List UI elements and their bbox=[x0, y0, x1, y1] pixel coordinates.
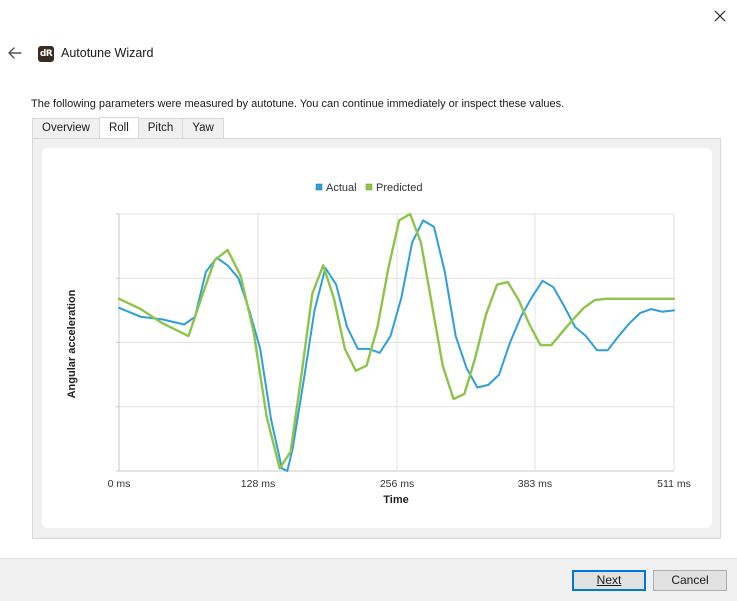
close-icon bbox=[714, 10, 726, 22]
back-button[interactable] bbox=[5, 43, 25, 63]
series-line-actual bbox=[118, 219, 675, 472]
tab-bar: Overview Roll Pitch Yaw bbox=[32, 117, 224, 138]
app-logo: dR bbox=[38, 46, 54, 62]
close-button[interactable] bbox=[708, 4, 732, 28]
x-tick-label: 383 ms bbox=[518, 478, 552, 490]
legend-swatch-actual bbox=[315, 183, 323, 191]
next-button-label: Next bbox=[596, 573, 622, 587]
tab-pitch[interactable]: Pitch bbox=[137, 118, 184, 138]
tab-roll[interactable]: Roll bbox=[98, 117, 139, 138]
tab-yaw[interactable]: Yaw bbox=[182, 118, 224, 138]
legend-label-predicted: Predicted bbox=[376, 182, 422, 194]
next-button[interactable]: Next bbox=[572, 570, 646, 591]
tab-overview[interactable]: Overview bbox=[32, 118, 100, 138]
legend-swatch-predicted bbox=[365, 183, 373, 191]
intro-text: The following parameters were measured b… bbox=[31, 98, 565, 110]
arrow-left-icon bbox=[8, 47, 22, 59]
x-tick-label: 0 ms bbox=[108, 478, 131, 490]
window-title: Autotune Wizard bbox=[61, 46, 154, 60]
cancel-button[interactable]: Cancel bbox=[653, 570, 727, 591]
x-tick-label: 511 ms bbox=[657, 478, 691, 490]
x-tick-label: 128 ms bbox=[241, 478, 275, 490]
chart-card: Actual Predicted 0 ms 128 ms 256 ms 383 ms 5… bbox=[42, 148, 712, 528]
chart-legend: Actual Predicted bbox=[315, 182, 422, 194]
dialog-footer: Next Cancel bbox=[0, 558, 737, 601]
y-axis-label: Angular acceleration bbox=[66, 289, 78, 398]
roll-chart: Actual Predicted 0 ms 128 ms 256 ms 383 ms 5… bbox=[66, 182, 691, 506]
series-line-predicted bbox=[117, 212, 676, 470]
tab-panel: Actual Predicted 0 ms 128 ms 256 ms 383 ms 5… bbox=[32, 138, 721, 539]
x-axis-label: Time bbox=[383, 494, 408, 506]
x-tick-label: 256 ms bbox=[380, 478, 414, 490]
legend-label-actual: Actual bbox=[326, 182, 357, 194]
